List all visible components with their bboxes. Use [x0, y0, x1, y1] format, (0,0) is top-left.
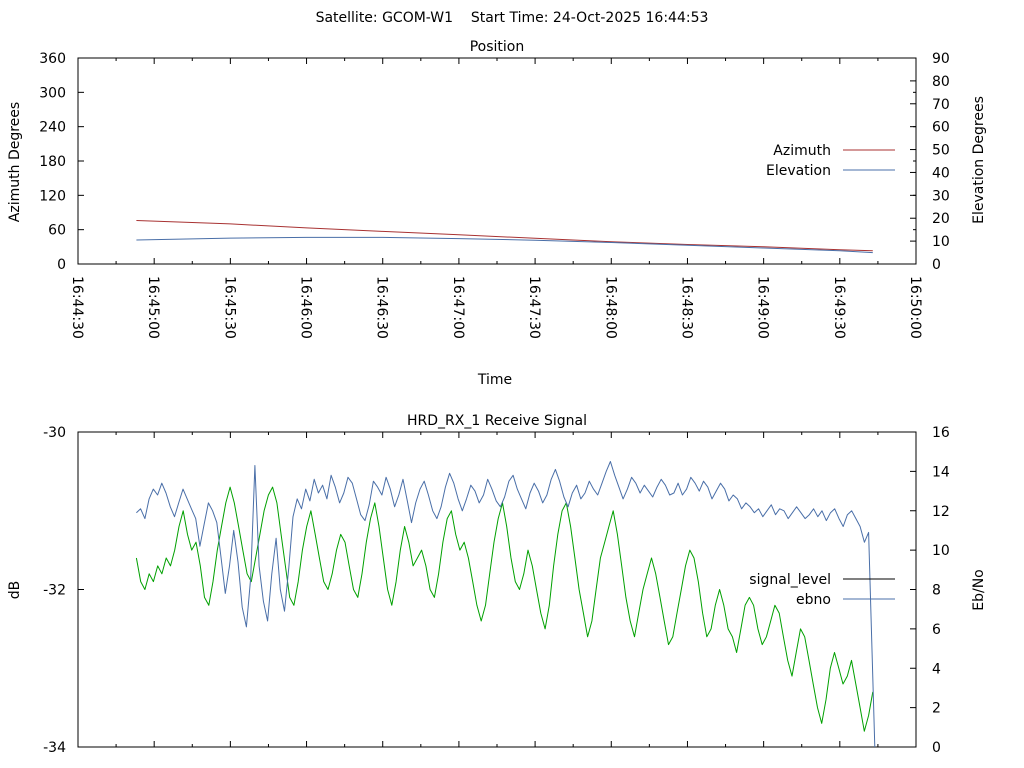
position-x-tick-label: 16:48:00: [602, 276, 618, 339]
position-title: Position: [470, 39, 525, 55]
position-y-tick-label: 120: [39, 188, 66, 204]
position-y2-tick-label: 60: [932, 120, 950, 136]
signal-chart: HRD_RX_1 Receive Signal dB Eb/No -34 -32 -…: [7, 413, 987, 756]
signal-y-label: dB: [7, 581, 23, 600]
signal-y2-tick-label: 0: [932, 740, 941, 756]
signal-series-signal-level-line: [135, 486, 874, 732]
position-y2-tick-label: 30: [932, 188, 950, 204]
position-legend-label: Azimuth: [773, 143, 831, 159]
signal-y-tick-label: -32: [43, 583, 66, 599]
signal-y2-label: Eb/No: [971, 569, 987, 611]
signal-y2-tick-label: 14: [932, 464, 950, 480]
position-x-tick-label: 16:46:00: [298, 276, 314, 339]
signal-y2-tick-label: 8: [932, 583, 941, 599]
position-y2-tick-label: 90: [932, 51, 950, 67]
chart-header: Satellite: GCOM-W1 Start Time: 24-Oct-20…: [316, 10, 709, 26]
signal-legend-label: ebno: [796, 592, 831, 608]
signal-y2-tick-label: 10: [932, 543, 950, 559]
position-x-tick-label: 16:49:30: [831, 276, 847, 339]
position-legend: Azimuth Elevation: [766, 143, 895, 179]
signal-y2-tick-label: 6: [932, 622, 941, 638]
position-x-tick-label: 16:50:00: [907, 276, 923, 339]
position-x-tick-label: 16:49:00: [755, 276, 771, 339]
position-x-tick-label: 16:46:30: [374, 276, 390, 339]
position-x-label: Time: [477, 372, 512, 388]
position-y-tick-label: 180: [39, 154, 66, 170]
position-x-tick-label: 16:44:30: [69, 276, 85, 339]
position-y2-tick-label: 0: [932, 257, 941, 273]
position-y-tick-label: 360: [39, 51, 66, 67]
position-plot-frame: [77, 57, 917, 265]
position-x-tick-label: 16:47:00: [450, 276, 466, 339]
position-y-label: Azimuth Degrees: [7, 102, 23, 222]
signal-series-ebno-line: [136, 461, 876, 748]
position-legend-label: Elevation: [766, 163, 831, 179]
position-y-tick-label: 0: [57, 257, 66, 273]
position-y2-tick-label: 20: [932, 211, 950, 227]
signal-title: HRD_RX_1 Receive Signal: [407, 413, 587, 429]
signal-y2-tick-label: 2: [932, 701, 941, 717]
signal-y2-tick-label: 4: [932, 661, 941, 677]
position-series-azimuth-line: [136, 220, 873, 252]
position-y-tick-label: 60: [48, 223, 66, 239]
position-y2-tick-label: 50: [932, 143, 950, 159]
position-x-tick-label: 16:48:30: [678, 276, 694, 339]
position-x-tick-label: 16:45:30: [221, 276, 237, 339]
position-y2-tick-label: 70: [932, 97, 950, 113]
position-x-tick-label: 16:47:30: [526, 276, 542, 339]
signal-y-tick-label: -34: [43, 740, 66, 756]
position-y2-label: Elevation Degrees: [971, 96, 987, 224]
signal-y2-tick-label: 16: [932, 425, 950, 441]
position-y-tick-label: 240: [39, 120, 66, 136]
position-y2-tick-label: 40: [932, 165, 950, 181]
position-x-tick-label: 16:45:00: [145, 276, 161, 339]
position-series-elevation-line: [136, 236, 873, 254]
signal-y-tick-label: -30: [43, 425, 66, 441]
position-chart: Position Azimuth Degrees Elevation Degre…: [7, 39, 987, 388]
position-y2-tick-label: 80: [932, 74, 950, 90]
position-y2-tick-label: 10: [932, 234, 950, 250]
signal-y2-tick-label: 12: [932, 504, 950, 520]
position-y-tick-label: 300: [39, 85, 66, 101]
signal-legend-label: signal_level: [749, 572, 831, 588]
